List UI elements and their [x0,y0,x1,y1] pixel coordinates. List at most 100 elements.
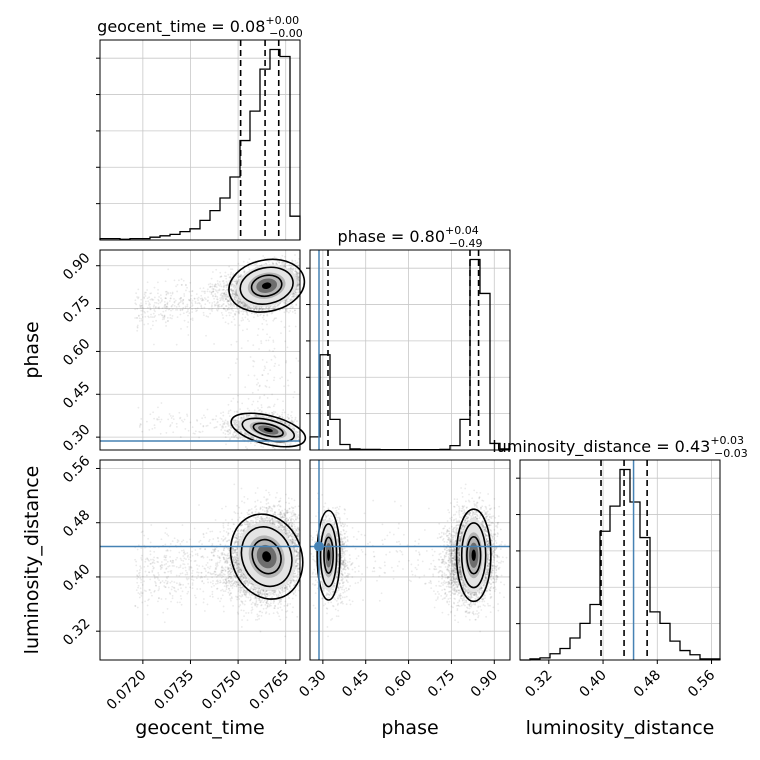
sample-point [275,443,278,446]
panel-title-luminosity_distance: luminosity_distance = 0.43+0.03 −0.03 [492,434,748,460]
sample-point [281,254,284,257]
sample-point [264,367,267,370]
sample-point [266,397,269,399]
sample-point [241,402,244,405]
sample-point [257,382,260,384]
sample-point [168,413,171,415]
sample-point [175,343,178,346]
sample-point [228,311,230,314]
sample-point [209,285,212,288]
sample-point [263,318,265,321]
sample-point [200,294,203,297]
sample-point [289,371,292,374]
sample-point [144,315,147,318]
sample-point [189,421,192,424]
sample-point [221,314,224,316]
sample-point [186,310,189,313]
sample-point [195,310,198,313]
sample-point [226,420,229,423]
sample-point [217,306,219,309]
sample-point [236,401,239,403]
sample-point [196,307,199,310]
sample-point [180,284,183,286]
sample-point [294,312,297,315]
sample-point [260,342,263,345]
sample-point [151,427,154,430]
sample-point [289,442,292,445]
sample-point [157,418,160,421]
sample-point [152,312,155,315]
sample-point [274,306,277,308]
sample-point [219,297,222,300]
sample-point [162,310,165,313]
sample-point [246,261,249,264]
sample-point [281,416,284,418]
sample-point [204,416,207,419]
sample-point [175,425,178,428]
sample-point [247,397,250,400]
sample-point [270,358,273,361]
sample-point [265,411,267,414]
sample-point [258,309,261,312]
sample-point [268,386,271,389]
sample-point [253,316,255,319]
sample-point [274,362,277,365]
sample-point [267,372,269,375]
sample-point [298,284,300,286]
sample-point [154,301,156,304]
sample-point [244,446,247,448]
sample-point [165,325,167,327]
sample-point [157,416,160,419]
sample-point [209,422,212,424]
sample-point [216,309,219,312]
sample-point [230,271,233,274]
sample-point [267,261,270,263]
sample-point [146,306,149,309]
sample-point [176,290,179,293]
sample-point [273,365,276,368]
sample-point [225,291,228,294]
sample-point [261,316,264,319]
sample-point [235,340,238,343]
sample-point [209,312,212,315]
sample-point [271,393,273,396]
sample-point [159,421,162,423]
sample-point [220,428,223,431]
sample-point [146,281,149,284]
sample-point [236,308,239,310]
sample-point [272,341,275,343]
sample-point [233,410,236,413]
sample-point [157,302,160,305]
sample-point [148,316,150,319]
sample-point [164,309,167,312]
sample-point [173,279,176,282]
sample-point [280,320,283,323]
sample-point [225,314,228,317]
sample-point [282,420,285,423]
sample-point [262,314,265,317]
sample-point [246,318,249,321]
sample-point [207,299,209,302]
sample-point [262,415,265,418]
sample-point [153,296,156,299]
sample-point [179,313,182,316]
sample-point [261,374,264,377]
sample-point [232,286,235,289]
sample-point [204,303,207,306]
sample-point [229,373,232,376]
sample-point [216,298,218,301]
sample-point [141,430,144,433]
sample-point [203,414,205,417]
sample-point [201,430,204,433]
sample-point [140,313,143,316]
sample-point [191,290,193,293]
sample-point [218,305,221,308]
sample-point [188,290,191,293]
sample-point [216,420,219,423]
sample-point [216,280,219,282]
sample-point [169,297,172,300]
sample-point [295,273,298,276]
sample-point [232,289,235,292]
sample-point [234,362,237,364]
sample-point [148,296,150,299]
